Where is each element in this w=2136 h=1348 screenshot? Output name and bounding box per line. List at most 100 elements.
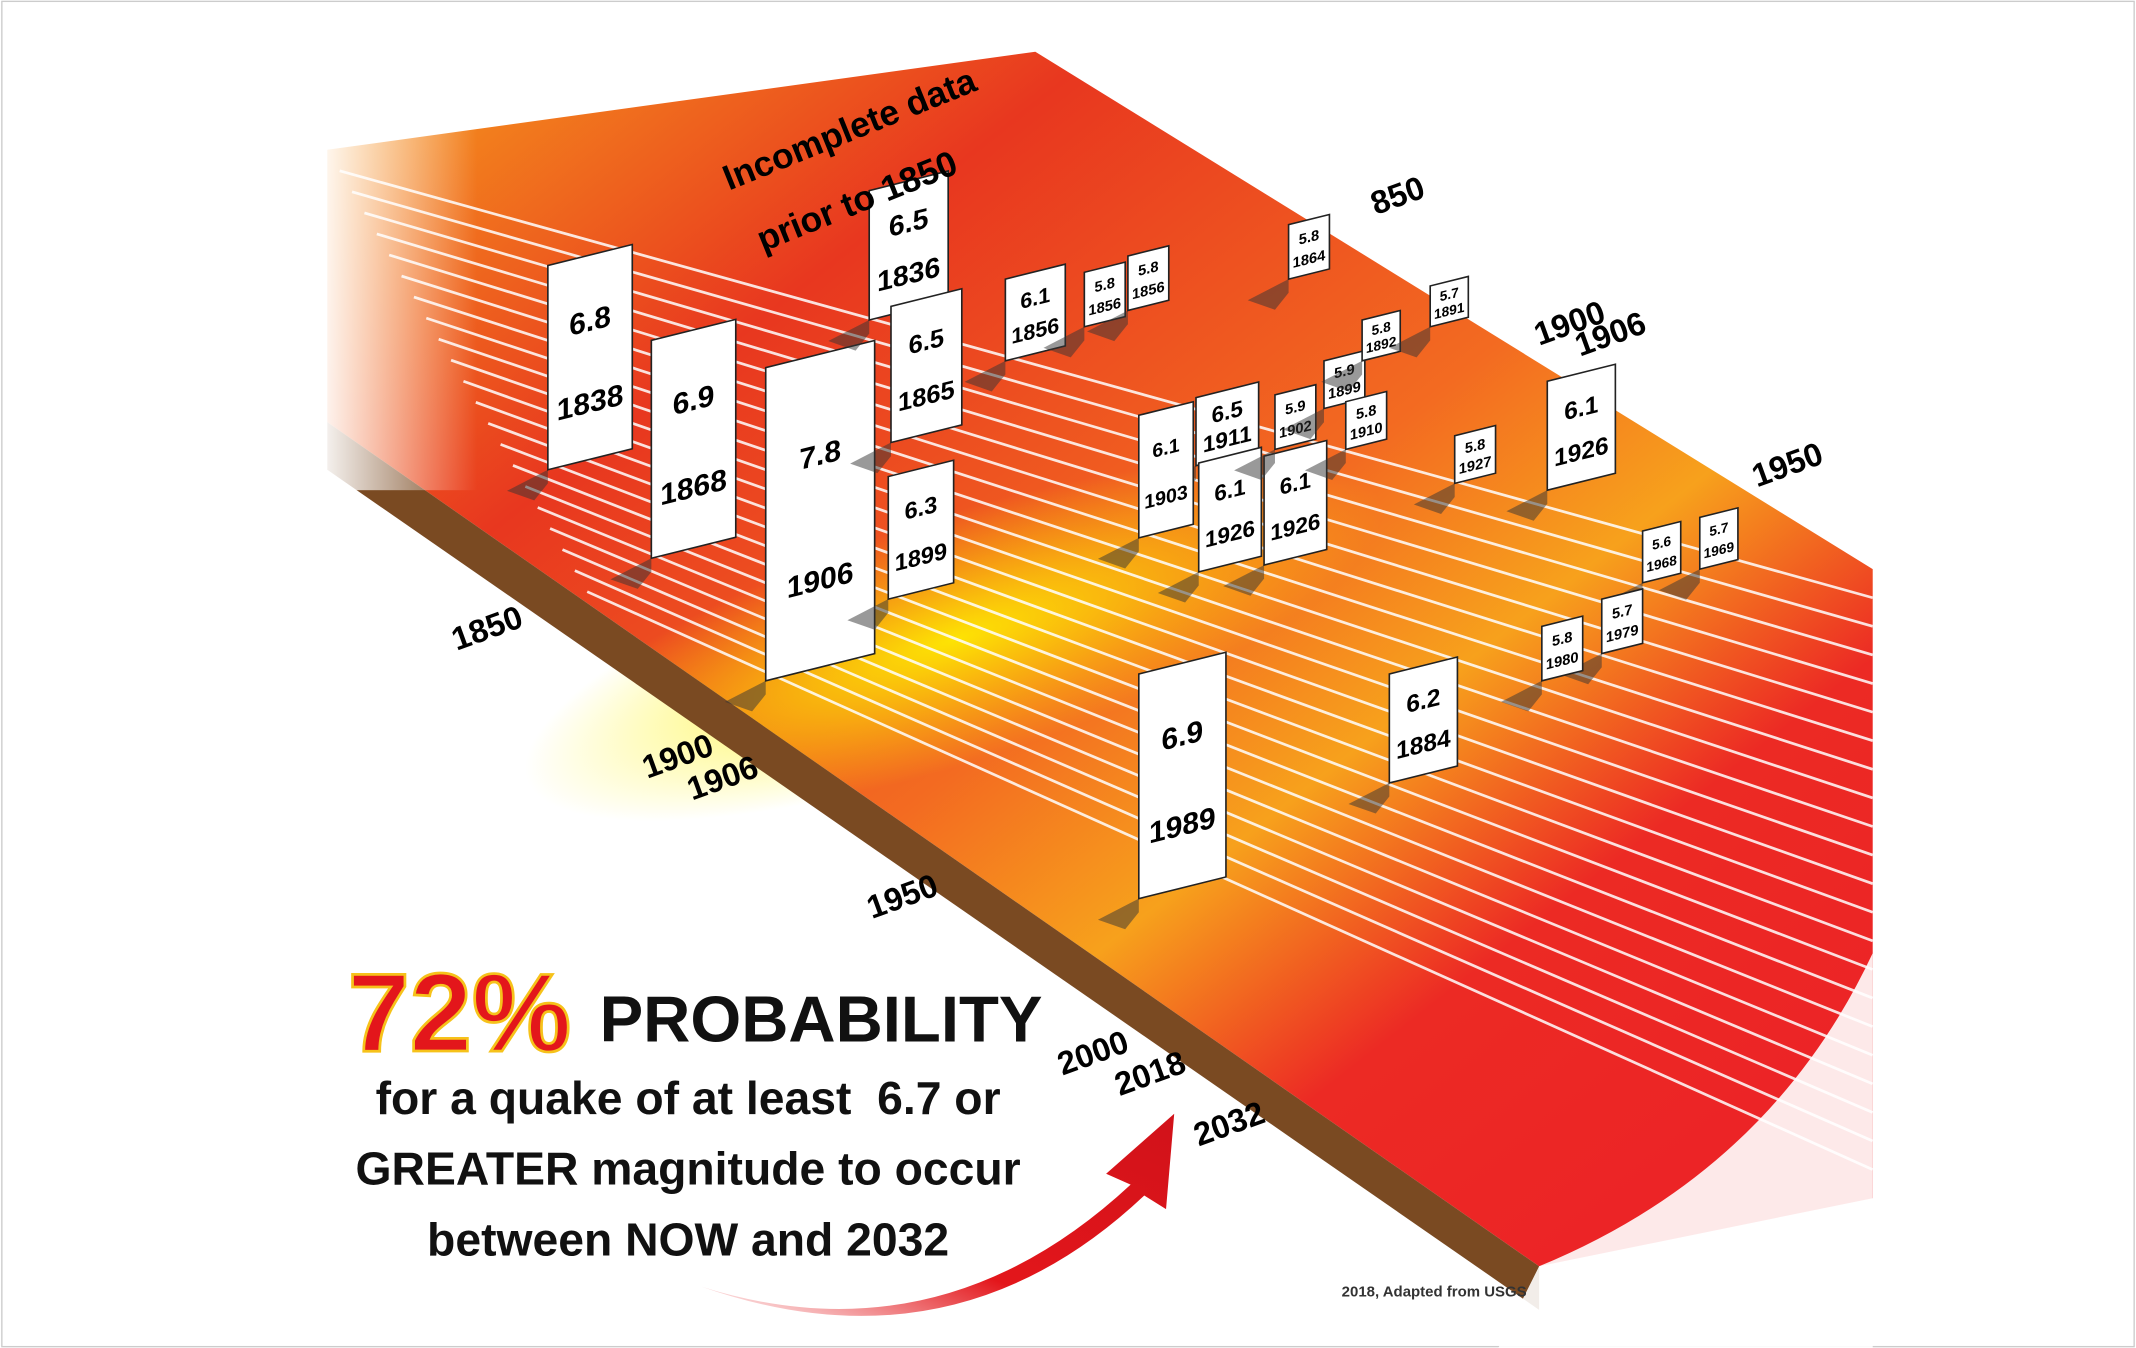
magnitude: 5.8 [1356,402,1376,424]
year: 1969 [1704,538,1735,561]
timeline-label: 1850 [446,598,527,658]
body-line: for a quake of at least 6.7 or [376,1072,1001,1124]
card [1546,363,1617,492]
headline-word: PROBABILITY [600,983,1043,1056]
body-line: between NOW and 2032 [427,1213,949,1265]
card-shadow [1658,569,1700,600]
card-shadow [507,469,548,501]
card [1388,656,1459,784]
card-shadow [1389,326,1431,358]
year: 1891 [1434,299,1465,322]
card-shadow [724,680,766,712]
card [1137,651,1227,900]
card-shadow [850,442,891,474]
card [1641,520,1682,584]
fade [313,54,478,491]
card [1541,615,1584,682]
card-shadow [1087,310,1128,342]
card [887,459,955,601]
magnitude: 5.8 [1299,227,1319,249]
card-shadow [828,319,870,351]
magnitude: 5.9 [1285,397,1305,419]
card [1004,263,1067,362]
card [1344,390,1388,451]
card-shadow [610,558,652,589]
surface-line [586,590,1874,1171]
card-shadow [1283,408,1324,440]
card-shadow [1157,571,1199,603]
card-shadow [1413,483,1455,515]
magnitude: 5.7 [1709,519,1728,540]
timeline-label-back: 1950 [1747,434,1828,494]
card-shadow [1043,326,1085,358]
magnitude: 5.8 [1465,436,1485,458]
card [547,243,634,471]
magnitude: 5.8 [1372,318,1391,339]
card [1698,506,1739,571]
headline-percent: 72% [348,950,571,1075]
card-shadow [1348,782,1390,814]
year: 1968 [1646,552,1677,575]
card-shadow [1506,490,1548,521]
card [1600,587,1644,655]
card [890,287,963,444]
card-shadow [1097,898,1139,930]
timeline-label-back: 850 [1365,168,1429,221]
card-shadow [1321,360,1363,392]
card [1137,400,1195,539]
magnitude: 5.7 [1440,284,1459,305]
card-shadow [1304,449,1346,480]
card [1287,213,1331,281]
year: 1892 [1366,333,1397,356]
fade-corner [1498,953,1873,1348]
card-shadow [964,360,1006,392]
credit: 2018, Adapted from USGS [1342,1283,1527,1300]
magnitude: 5.8 [1552,628,1572,650]
magnitude: 5.8 [1095,274,1115,296]
card-shadow [1234,449,1275,480]
card-shadow [1247,279,1289,310]
slab-edge [327,422,1540,1310]
card-shadow [1500,680,1542,712]
card [1197,446,1263,573]
magnitude: 5.7 [1612,601,1632,623]
magnitude: 5.8 [1138,258,1158,280]
card [1127,244,1170,312]
card [1083,261,1127,328]
magnitude: 5.6 [1652,532,1671,553]
card-shadow [1097,537,1139,569]
body-line: GREATER magnitude to occur [356,1143,1021,1195]
surface-line [339,169,1874,600]
card [764,339,876,682]
timeline-label: 1950 [862,866,943,926]
card [1453,424,1497,485]
surface-line [401,274,1874,743]
card-shadow [1223,565,1265,596]
timeline-label: 2032 [1188,1093,1269,1153]
card-shadow [847,599,889,630]
card [650,318,737,560]
